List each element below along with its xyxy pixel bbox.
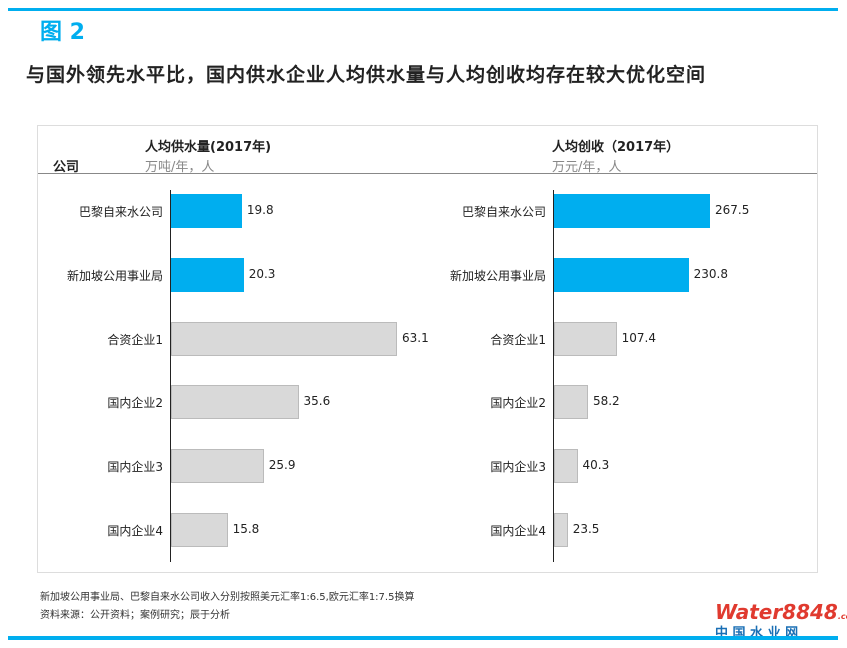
category-label: 合资企业1 (490, 332, 546, 347)
value-label: 23.5 (572, 522, 600, 536)
value-label: 63.1 (402, 330, 429, 345)
bar (554, 257, 689, 292)
chart2-title: 人均创收（2017年） (552, 140, 680, 155)
value-label: 230.8 (693, 266, 728, 281)
category-label: 合资企业1 (107, 332, 163, 347)
figure-label: 图 2 (40, 20, 85, 45)
category-label: 国内企业3 (490, 460, 546, 475)
chart1-title: 人均供水量(2017年) (145, 140, 272, 155)
bar (554, 321, 617, 356)
category-label: 国内企业2 (107, 396, 163, 411)
category-label: 新加坡公用事业局 (66, 268, 163, 283)
value-label: 25.9 (268, 458, 296, 473)
footnote: 新加坡公用事业局、巴黎自来水公司收入分别按照美元汇率1:6.5,欧元汇率1:7.… (40, 592, 415, 603)
chart-frame (37, 125, 818, 573)
source-note: 资料来源：公开资料；案例研究；辰于分析 (40, 610, 230, 621)
value-label: 40.3 (582, 458, 610, 473)
bar (171, 321, 397, 356)
logo-suffix: .com (837, 612, 847, 621)
value-label: 35.6 (303, 394, 331, 409)
category-label: 巴黎自来水公司 (78, 205, 163, 219)
logo: Water8848.com 中 国 水 业 网 (715, 600, 847, 641)
bar (171, 257, 244, 292)
value-label: 58.2 (592, 394, 620, 409)
chart2-unit: 万元/年，人 (552, 160, 622, 175)
category-label: 国内企业4 (107, 524, 163, 538)
top-rule (8, 8, 838, 11)
bar (554, 513, 568, 547)
value-label: 19.8 (246, 203, 274, 217)
bar (554, 385, 588, 420)
bar (554, 194, 710, 228)
value-label: 20.3 (248, 266, 276, 281)
bottom-rule (8, 636, 838, 640)
column-header: 公司 (53, 160, 80, 175)
bar (171, 385, 299, 420)
category-label: 巴黎自来水公司 (461, 205, 546, 219)
header-divider (38, 173, 817, 174)
bar (171, 194, 242, 228)
category-label: 新加坡公用事业局 (449, 268, 546, 283)
chart1-axis (170, 190, 171, 562)
bar (171, 513, 228, 547)
value-label: 107.4 (621, 330, 656, 345)
category-label: 国内企业3 (107, 460, 163, 475)
logo-text: Water8848 (715, 600, 838, 624)
chart1-unit: 万吨/年，人 (145, 160, 215, 175)
bar (171, 449, 264, 484)
category-label: 国内企业2 (490, 396, 546, 411)
value-label: 15.8 (232, 522, 260, 536)
bar (554, 449, 578, 484)
chart2-axis (553, 190, 554, 562)
value-label: 267.5 (715, 203, 750, 217)
category-label: 国内企业4 (490, 524, 546, 538)
page-title: 与国外领先水平比，国内供水企业人均供水量与人均创收均存在较大优化空间 (26, 64, 707, 86)
